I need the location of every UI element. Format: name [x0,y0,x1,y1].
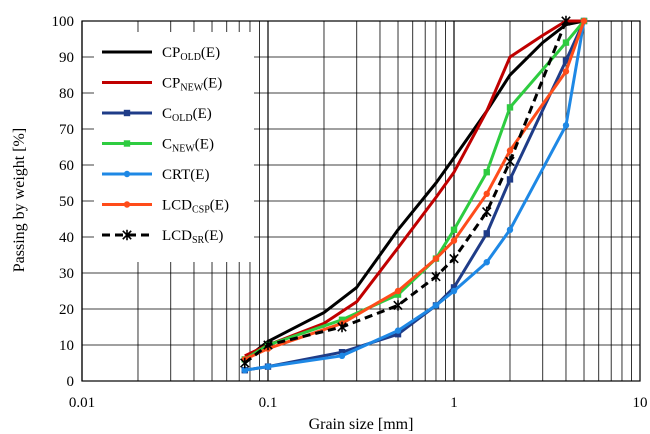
data-point [483,169,490,176]
x-axis-title: Grain size [mm] [309,416,414,433]
series-line [244,20,586,372]
legend-label: CPNEW(E) [162,76,222,94]
series-line [243,20,568,365]
data-point [506,104,514,111]
data-point [122,229,132,241]
data-point [562,57,570,64]
data-point [505,156,515,167]
data-point [338,349,346,356]
data-point [481,206,492,217]
legend-item: CRT(E) [102,167,209,183]
data-point [450,284,458,291]
data-point [394,287,402,295]
x-tick-label: 0.1 [259,395,278,411]
data-point [241,367,248,374]
data-point [264,363,272,370]
legend-label: COLD(E) [162,106,212,124]
series-cp-new [244,19,584,358]
data-point [450,287,458,295]
data-point [338,316,346,323]
data-point [123,109,131,117]
y-tick-label: 10 [59,338,74,354]
legend-label: LCDSR(E) [162,228,223,246]
y-tick-label: 60 [59,158,74,174]
data-point [393,300,403,311]
data-point [450,226,458,233]
x-tick-label: 0.01 [69,395,95,411]
data-point [506,226,514,233]
series-line [244,20,586,372]
y-tick-label: 40 [59,230,74,246]
data-point [337,321,347,333]
legend-label: CPOLD(E) [162,45,220,63]
x-tick-label: 10 [633,395,648,411]
data-point [580,17,588,25]
series-line [244,20,586,361]
legend-label: CRT(E) [162,167,209,183]
data-point [394,331,402,338]
data-point [562,39,570,46]
series-lcd-sr [239,15,571,369]
data-point [123,140,131,147]
data-point [450,237,458,244]
data-point [394,327,402,334]
y-axis-title: Passing by weight [%] [11,128,28,272]
series-line [243,19,585,361]
data-point [431,271,441,282]
data-point [123,201,131,208]
data-point [483,230,490,237]
y-tick-label: 50 [59,194,74,210]
legend-item: LCDCSP(E) [102,198,229,216]
data-point [483,259,490,266]
legend-item: LCDSR(E) [102,228,223,246]
legend-label: CNEW(E) [162,137,214,155]
legend: CPOLD(E) CPNEW(E) COLD(E) CNEW(E) CRT(E) LCDC… [94,32,254,262]
data-point [338,352,346,359]
series-line [244,19,584,358]
series-lines [239,15,588,374]
data-point [506,147,514,154]
data-point [506,176,514,183]
series-lcd-csp [241,17,588,363]
data-point [394,291,402,298]
y-tick-label: 70 [59,122,74,138]
x-tick-label: 1 [450,395,458,411]
legend-item: CPOLD(E) [102,45,220,63]
series-cp-old [243,19,585,361]
data-point [432,255,440,262]
legend-item: CNEW(E) [102,137,214,155]
legend-item: CPNEW(E) [102,76,222,94]
plot-frame [81,20,641,382]
series-c-new [241,17,588,363]
y-tick-label: 30 [59,266,74,282]
y-tick-label: 80 [59,86,74,102]
y-tick-label: 20 [59,302,74,318]
y-tick-label: 90 [59,50,74,66]
data-point [562,68,570,75]
data-point [561,15,571,27]
data-point [562,122,570,129]
y-tick-label: 0 [67,374,75,390]
legend-background [94,32,254,262]
data-point [483,190,490,197]
legend-item: COLD(E) [102,106,212,124]
y-tick-label: 100 [52,14,75,30]
data-point [449,253,459,264]
series-crt [241,17,588,374]
data-point [123,170,131,178]
legend-label: LCDCSP(E) [162,198,229,216]
data-point [239,357,250,369]
data-point [432,302,440,309]
data-point [263,339,273,351]
